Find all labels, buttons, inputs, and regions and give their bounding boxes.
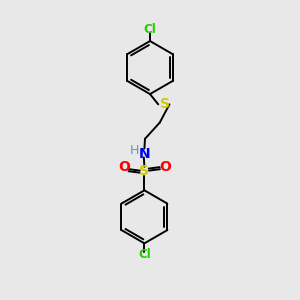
Text: H: H — [129, 144, 139, 157]
Text: S: S — [140, 164, 149, 178]
Text: Cl: Cl — [138, 248, 151, 261]
Text: S: S — [160, 98, 170, 111]
Text: Cl: Cl — [144, 23, 156, 36]
Text: O: O — [118, 160, 130, 174]
Text: N: N — [139, 146, 150, 161]
Text: O: O — [159, 160, 171, 174]
